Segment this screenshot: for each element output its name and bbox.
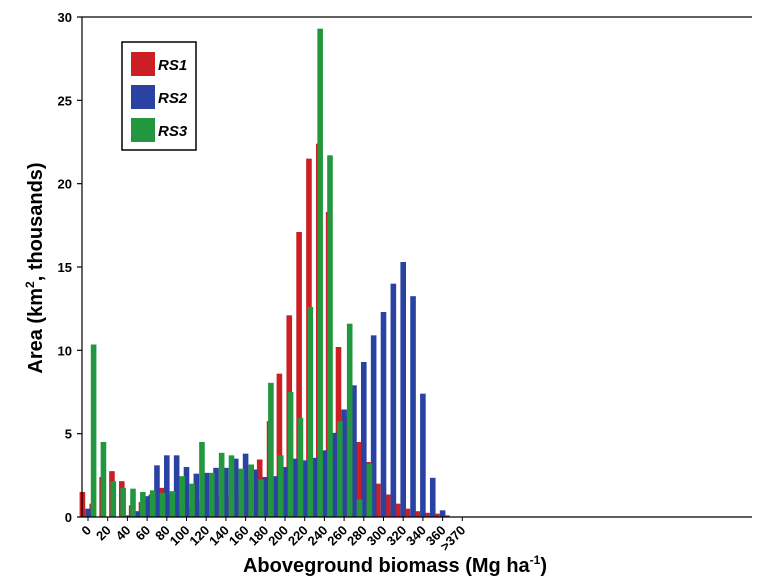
legend-label-rs2: RS2 bbox=[158, 90, 188, 107]
bar-rs2-90 bbox=[173, 455, 180, 517]
bar-rs2-210 bbox=[292, 458, 298, 517]
y-tick-label-5: 5 bbox=[65, 427, 72, 442]
bar-rs3-220 bbox=[307, 307, 314, 517]
bar-rs3-160 bbox=[248, 464, 254, 517]
bar-rs1-340 bbox=[414, 511, 421, 517]
bar-rs2-180 bbox=[262, 477, 269, 517]
x-tick-label-20: 20 bbox=[93, 523, 114, 544]
bar-rs3-140 bbox=[228, 455, 235, 517]
bar-rs2-290 bbox=[370, 335, 377, 517]
bar-rs3-170 bbox=[258, 479, 264, 517]
bar-rs2-240 bbox=[321, 450, 328, 517]
bar-rs3-80 bbox=[169, 491, 176, 517]
bar-rs2-70 bbox=[154, 465, 160, 517]
bar-rs2-270 bbox=[351, 385, 357, 517]
bar-rs1-300 bbox=[375, 483, 381, 517]
bar-rs1-360 bbox=[434, 513, 440, 517]
bar-rs3-260 bbox=[346, 323, 353, 517]
bar-rs2-220 bbox=[301, 460, 308, 517]
bar-rs3-20 bbox=[110, 481, 117, 517]
legend-swatch-rs3 bbox=[131, 118, 155, 142]
y-tick-label-15: 15 bbox=[58, 260, 72, 275]
bar-rs3-210 bbox=[297, 417, 304, 517]
bar-rs2-230 bbox=[311, 457, 318, 517]
bar-rs1-310 bbox=[384, 494, 391, 517]
y-tick-label-10: 10 bbox=[58, 343, 72, 358]
bar-rs3-180 bbox=[268, 382, 274, 517]
bar-rs2-120 bbox=[203, 472, 209, 517]
bar-rs3-190 bbox=[277, 455, 284, 517]
bar-rs3-230 bbox=[317, 28, 323, 517]
bar-rs2-350 bbox=[429, 477, 436, 517]
y-tick-label-30: 30 bbox=[58, 10, 72, 25]
bar-rs1-370 bbox=[444, 515, 450, 517]
bar-rs3-130 bbox=[218, 452, 225, 517]
bar-rs3-90 bbox=[179, 476, 186, 517]
bar-rs2-260 bbox=[341, 409, 347, 517]
bar-rs2-280 bbox=[361, 362, 367, 517]
axes-group bbox=[77, 16, 752, 521]
bar-rs1-200 bbox=[276, 373, 283, 517]
bar-rs2-160 bbox=[242, 453, 249, 517]
x-axis-title: Aboveground biomass (Mg ha-1) bbox=[243, 553, 547, 577]
bar-rs2-330 bbox=[410, 296, 416, 517]
bar-rs2-60 bbox=[144, 496, 150, 517]
bars-group bbox=[79, 28, 450, 518]
bar-rs2-320 bbox=[400, 262, 406, 517]
bar-rs1-320 bbox=[394, 503, 401, 517]
legend-label-rs3: RS3 bbox=[158, 123, 188, 140]
bar-rs3-280 bbox=[366, 463, 373, 517]
x-tick-labels: 0204060801001201401601802002202402602803… bbox=[78, 523, 468, 554]
bar-rs3-120 bbox=[209, 472, 215, 517]
bar-rs1-350 bbox=[424, 512, 430, 517]
bar-rs2-200 bbox=[282, 467, 288, 517]
bar-rs3-30 bbox=[120, 487, 126, 517]
bar-rs2-100 bbox=[183, 467, 190, 517]
y-axis-title: Area (km2, thousands) bbox=[23, 162, 47, 373]
legend: RS1 RS2 RS3 bbox=[121, 41, 197, 151]
bar-rs3-150 bbox=[238, 468, 245, 517]
y-tick-label-20: 20 bbox=[58, 177, 72, 192]
bar-rs3-0 bbox=[90, 344, 97, 517]
bar-rs3-100 bbox=[189, 483, 195, 517]
legend-swatch-rs2 bbox=[131, 85, 155, 109]
bar-rs3-250 bbox=[337, 421, 343, 517]
bar-rs2-250 bbox=[331, 432, 338, 517]
bar-rs3-40 bbox=[130, 488, 136, 517]
bar-rs2-130 bbox=[213, 467, 219, 517]
bar-rs3-10 bbox=[100, 442, 107, 517]
bar-rs2-170 bbox=[252, 469, 259, 517]
bar-rs3-110 bbox=[199, 442, 205, 517]
bar-rs1-220 bbox=[296, 232, 302, 517]
bar-rs1-280 bbox=[355, 442, 361, 517]
legend-swatch-rs1 bbox=[131, 52, 155, 76]
bar-rs2-150 bbox=[232, 458, 239, 517]
legend-label-rs1: RS1 bbox=[158, 57, 187, 74]
bar-rs2-300 bbox=[380, 312, 387, 517]
bar-rs2-80 bbox=[164, 455, 170, 517]
bar-rs3-240 bbox=[327, 155, 333, 517]
bar-rs2-140 bbox=[223, 467, 229, 517]
bar-rs2-360 bbox=[439, 510, 446, 517]
bar-rs2-40 bbox=[124, 515, 131, 517]
bar-rs3-270 bbox=[356, 499, 363, 517]
y-tick-label-25: 25 bbox=[58, 93, 72, 108]
bar-rs1-330 bbox=[404, 508, 411, 517]
x-tick-label-0: 0 bbox=[78, 523, 94, 539]
bar-rs2-0 bbox=[85, 508, 91, 517]
bar-rs2-190 bbox=[272, 476, 278, 517]
bar-rs3-200 bbox=[287, 392, 294, 517]
x-tick-label-40: 40 bbox=[113, 523, 134, 544]
x-tick-label-60: 60 bbox=[132, 523, 153, 544]
bar-rs2-340 bbox=[420, 393, 426, 517]
bar-rs3-70 bbox=[159, 492, 166, 517]
bar-rs3-60 bbox=[149, 490, 156, 517]
bar-rs3-50 bbox=[140, 492, 146, 517]
y-tick-label-0: 0 bbox=[65, 510, 72, 525]
bar-rs2-50 bbox=[134, 511, 141, 517]
bar-rs2-110 bbox=[193, 473, 200, 517]
bar-rs2-310 bbox=[390, 283, 397, 517]
y-tick-labels: 0 5 10 15 20 25 30 bbox=[58, 10, 72, 525]
